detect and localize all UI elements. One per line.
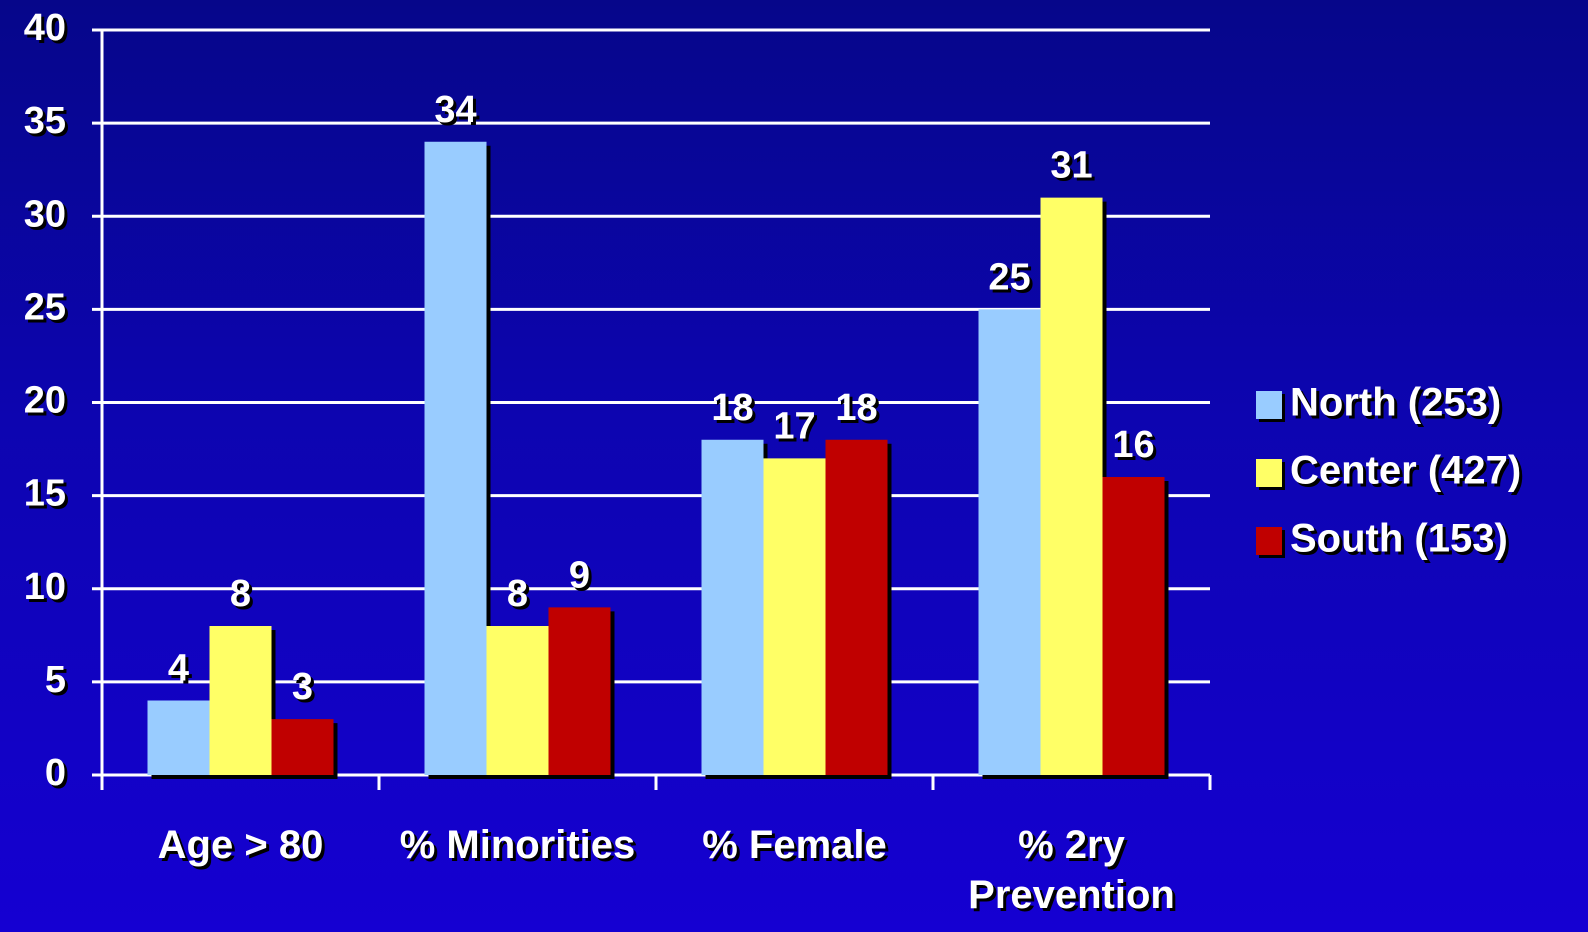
bar	[978, 309, 1041, 775]
data-label: 8	[230, 573, 251, 615]
legend-swatch	[1256, 391, 1282, 419]
data-label: 34	[434, 89, 476, 131]
y-tick-label: 10	[24, 566, 66, 608]
bar	[271, 719, 334, 775]
y-tick-label: 25	[24, 286, 66, 328]
bar	[701, 439, 764, 775]
bar	[825, 439, 888, 775]
data-label: 18	[711, 387, 753, 429]
bar	[763, 458, 826, 775]
legend-label: South (153)	[1290, 517, 1508, 561]
bar	[1102, 477, 1165, 775]
y-tick-label: 15	[24, 473, 66, 515]
y-tick-label: 0	[45, 752, 66, 794]
y-tick-label: 40	[24, 7, 66, 49]
bar	[1040, 197, 1103, 775]
bar	[147, 700, 210, 775]
legend-swatch	[1256, 459, 1282, 487]
bar	[209, 626, 272, 775]
x-tick-label: % Minorities	[399, 823, 636, 867]
x-tick-label: % 2ry Prevention	[968, 823, 1175, 917]
data-label: 25	[988, 256, 1030, 298]
data-label: 16	[1112, 424, 1154, 466]
legend-swatch	[1256, 527, 1282, 555]
legend-label: North (253)	[1290, 381, 1501, 425]
data-label: 31	[1050, 145, 1092, 187]
y-tick-label: 5	[45, 659, 66, 701]
data-label: 3	[292, 666, 313, 708]
data-label: 4	[168, 648, 189, 690]
data-label: 17	[773, 405, 815, 447]
x-tick-label: % Female	[702, 823, 887, 867]
bar	[486, 626, 549, 775]
legend-label: Center (427)	[1290, 449, 1521, 493]
y-tick-label: 35	[24, 100, 66, 142]
y-tick-label: 20	[24, 380, 66, 422]
data-label: 8	[507, 573, 528, 615]
y-tick-label: 30	[24, 193, 66, 235]
data-label: 18	[835, 387, 877, 429]
x-tick-label: Age > 80	[157, 823, 324, 867]
bar	[424, 141, 487, 775]
data-label: 9	[569, 554, 590, 596]
bar	[548, 607, 611, 775]
